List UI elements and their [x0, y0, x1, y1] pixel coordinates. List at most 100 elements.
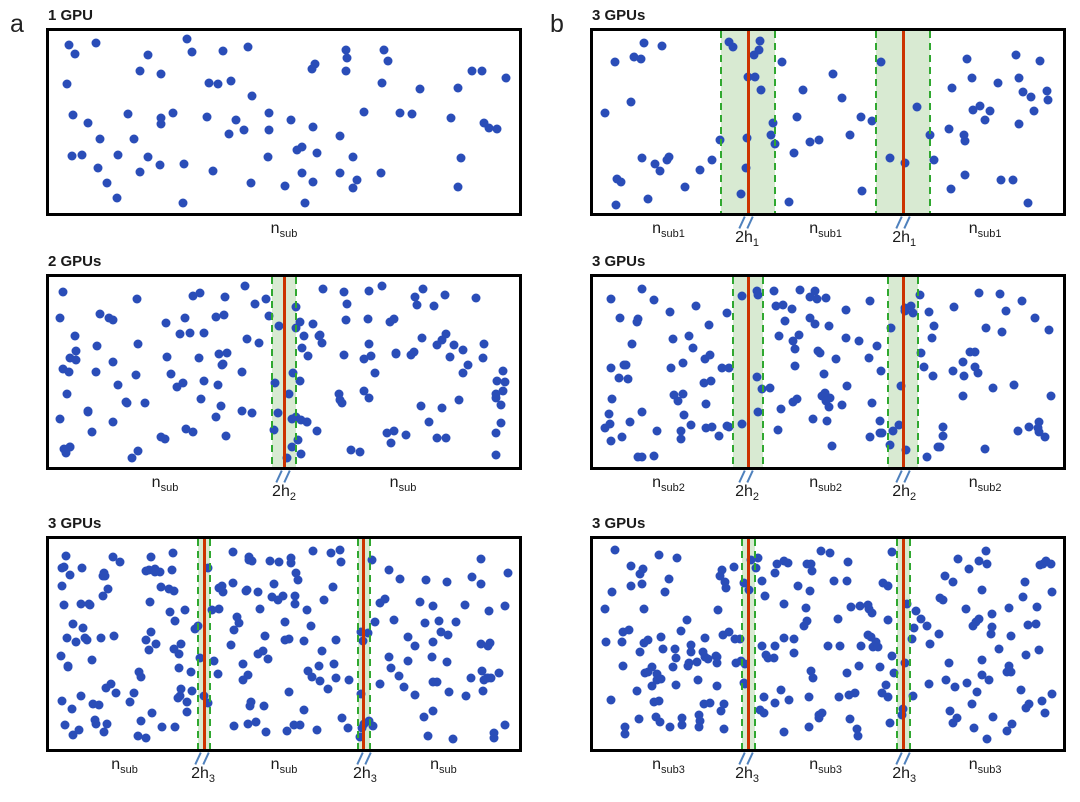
particle-dot [187, 686, 197, 696]
particle-dot [308, 319, 318, 329]
particle-dot [135, 167, 145, 177]
particle-dot [639, 638, 649, 648]
particle-dot [671, 653, 681, 663]
particle-dot [87, 427, 97, 437]
particle-dot [74, 725, 84, 735]
particle-dot [290, 591, 300, 601]
particle-dot [779, 556, 789, 566]
particle-dot [341, 66, 350, 76]
particle-dot [699, 378, 709, 388]
particle-dot [376, 168, 386, 178]
particle-dot [986, 629, 996, 639]
particle-dot [806, 666, 815, 676]
particle-dot [929, 321, 939, 331]
domain-divider-line [901, 277, 905, 467]
particle-dot [489, 728, 499, 738]
particle-dot [655, 166, 665, 176]
particle-dot [668, 334, 677, 344]
particle-dot [1002, 726, 1012, 736]
particle-dot [129, 688, 139, 698]
tick-mark [903, 470, 911, 483]
particle-dot [673, 396, 683, 406]
particle-dot [769, 286, 779, 296]
particle-dot [773, 425, 783, 435]
particle-dot [292, 145, 301, 155]
particle-dot [947, 83, 957, 93]
particle-dot [706, 376, 716, 386]
particle-dot [178, 378, 188, 388]
particle-dot [386, 438, 396, 448]
particle-dot [985, 106, 995, 116]
particle-dot [632, 317, 642, 327]
particle-dot [694, 722, 704, 732]
particle-dot [623, 374, 633, 384]
particle-dot [908, 691, 918, 701]
particle-dot [900, 658, 910, 668]
particle-dot [789, 148, 799, 158]
particle-dot [637, 407, 647, 417]
particle-dot [958, 357, 968, 367]
particle-dot [173, 693, 183, 703]
particle-dot [812, 294, 822, 304]
particle-dot [389, 314, 399, 324]
particle-dot [907, 634, 917, 643]
particle-dot [109, 631, 119, 641]
particle-dot [618, 627, 628, 637]
particle-dot [91, 719, 101, 729]
particle-dot [885, 153, 895, 163]
particle-dot [367, 555, 377, 565]
particle-dot [302, 605, 312, 615]
particle-dot [1004, 603, 1014, 613]
particle-dot [492, 124, 502, 134]
particle-dot [458, 345, 468, 355]
particle-dot [831, 354, 841, 364]
particle-dot [307, 64, 316, 74]
halo-width-label: 2h1 [892, 216, 916, 252]
particle-dot [444, 687, 454, 697]
particle-dot [136, 672, 146, 682]
particle-dot [1044, 325, 1054, 335]
tick-mark [746, 752, 754, 765]
particle-dot [960, 136, 970, 146]
particle-dot [62, 633, 72, 643]
particle-dot [729, 562, 739, 572]
subdomain-count-label: nsub [430, 756, 457, 777]
particle-box [590, 28, 1066, 216]
particle-dot [616, 177, 626, 187]
particle-dot [427, 652, 437, 662]
particle-dot [974, 288, 984, 298]
particle-dot [155, 160, 165, 170]
particle-dot [755, 36, 765, 46]
particle-dot [815, 348, 825, 358]
particle-dot [329, 659, 339, 669]
particle-dot [875, 416, 885, 426]
particle-dot [284, 389, 294, 399]
particle-dot [606, 436, 616, 446]
particle-dot [466, 673, 476, 683]
column-a-panels: 1 GPU nsub 2 GPUs nsub nsub 2h2 3 GPUs nsu… [0, 6, 540, 796]
particle-dot [735, 634, 745, 644]
particle-dot [792, 394, 802, 404]
tick-mark [738, 470, 746, 483]
particle-dot [273, 595, 283, 605]
particle-dot [621, 360, 631, 370]
particle-dot [972, 687, 982, 697]
particle-dot [254, 338, 264, 348]
particle-dot [489, 733, 499, 743]
particle-box [590, 274, 1066, 470]
domain-divider-line [282, 277, 286, 467]
particle-dot [740, 679, 750, 689]
particle-dot [771, 301, 781, 311]
particle-dot [825, 393, 835, 403]
band-edge-dashed [874, 31, 877, 213]
particle-dot [418, 284, 428, 294]
particle-dot [491, 450, 501, 460]
particle-dot [246, 178, 256, 188]
particle-dot [654, 550, 664, 560]
band-edge-dashed [740, 539, 743, 749]
particle-dot [684, 658, 694, 668]
particle-dot [611, 200, 621, 210]
particle-dot [222, 348, 232, 358]
particle-dot [156, 119, 166, 129]
